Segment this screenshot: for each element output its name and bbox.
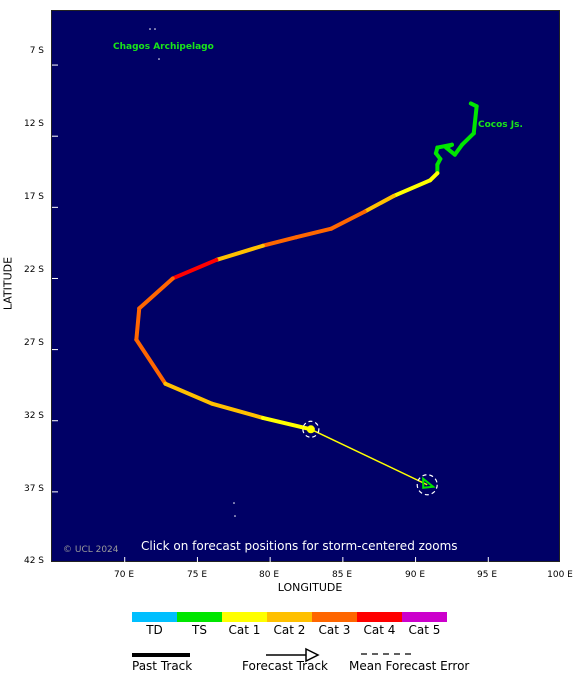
forecast-position-marker[interactable]: [416, 474, 438, 496]
y-axis-title: LATITUDE: [1, 256, 15, 311]
legend-swatch-cat4: [357, 612, 402, 622]
x-tick-label: 100 E: [547, 570, 573, 580]
y-tick-label: 37 S: [23, 484, 44, 494]
island-dot: [154, 28, 156, 30]
past-track-segment: [260, 235, 299, 248]
past-track-segment: [163, 381, 214, 406]
past-track-key-label: Past Track: [132, 659, 193, 673]
forecast-track-segment: [310, 428, 428, 486]
mean-error-key-label: Mean Forecast Error: [349, 659, 470, 673]
cocos-label: Cocos Js.: [478, 120, 523, 130]
forecast-arrow-icon: [422, 476, 436, 489]
axis-ticks: [52, 64, 489, 563]
x-tick-label: 95 E: [477, 570, 497, 580]
past-track-segment: [329, 209, 367, 231]
past-track-segment: [209, 401, 265, 420]
legend-label-cat4: Cat 4: [363, 623, 396, 637]
past-track-segment: [134, 306, 142, 342]
forecast-arrow-icon: [305, 647, 320, 663]
past-track: [134, 101, 479, 432]
past-track-segment: [137, 276, 175, 311]
forecast-point-dot: [306, 425, 315, 434]
past-track-segment: [362, 193, 396, 214]
forecast-position-marker[interactable]: [302, 420, 320, 438]
past-track-segment: [294, 226, 334, 240]
island-dot: [158, 58, 160, 60]
x-axis-title: LONGITUDE: [277, 581, 343, 594]
past-track-segment: [471, 104, 479, 136]
legend-swatch-cat2: [267, 612, 312, 622]
y-tick-label: 7 S: [29, 46, 44, 56]
track-key-graphics: [132, 647, 411, 663]
legend-label-cat5: Cat 5: [408, 623, 441, 637]
x-tick-label: 80 E: [259, 570, 279, 580]
legend-swatch-cat5: [402, 612, 447, 622]
storm-track-map: [51, 10, 560, 563]
legend-swatch-td: [132, 612, 177, 622]
track-canvas: [52, 28, 489, 563]
mean-error-circle: [302, 420, 320, 438]
y-tick-label: 12 S: [23, 119, 44, 129]
y-tick-label: 22 S: [23, 265, 44, 275]
forecast-track-key-label: Forecast Track: [242, 659, 328, 673]
island-markers: [149, 28, 236, 517]
x-tick-label: 75 E: [187, 570, 207, 580]
forecast-points: [302, 420, 438, 496]
y-tick-label: 32 S: [23, 411, 44, 421]
legend-swatch-ts: [177, 612, 222, 622]
past-track-segment: [391, 178, 433, 198]
chagos-label: Chagos Archipelago: [113, 42, 214, 52]
legend-label-ts: TS: [192, 623, 207, 637]
y-tick-label: 17 S: [23, 192, 44, 202]
copyright-text: © UCL 2024: [63, 545, 119, 555]
x-tick-label: 70 E: [114, 570, 134, 580]
legend-label-cat1: Cat 1: [228, 623, 261, 637]
x-tick-label: 90 E: [405, 570, 425, 580]
island-dot: [149, 28, 151, 30]
click-hint: Click on forecast positions for storm-ce…: [141, 539, 458, 553]
y-tick-label: 27 S: [23, 338, 44, 348]
island-dot: [233, 502, 235, 504]
mean-error-circle: [416, 474, 438, 496]
past-track-segment: [435, 142, 454, 150]
forecast-track: [310, 428, 428, 486]
past-track-segment: [170, 257, 219, 281]
x-tick-label: 85 E: [332, 570, 352, 580]
y-tick-label: 42 S: [23, 556, 44, 566]
past-track-segment: [460, 131, 476, 147]
legend-swatch-cat1: [222, 612, 267, 622]
legend-label-td: TD: [146, 623, 163, 637]
past-track-segment: [214, 243, 265, 262]
legend-swatch-cat3: [312, 612, 357, 622]
past-track-segment: [452, 142, 465, 157]
past-track-segment: [260, 415, 313, 432]
category-color-bar: [132, 612, 447, 622]
legend-label-cat2: Cat 2: [273, 623, 306, 637]
island-dot: [234, 515, 236, 517]
legend-label-cat3: Cat 3: [318, 623, 351, 637]
past-track-segment: [134, 337, 168, 386]
